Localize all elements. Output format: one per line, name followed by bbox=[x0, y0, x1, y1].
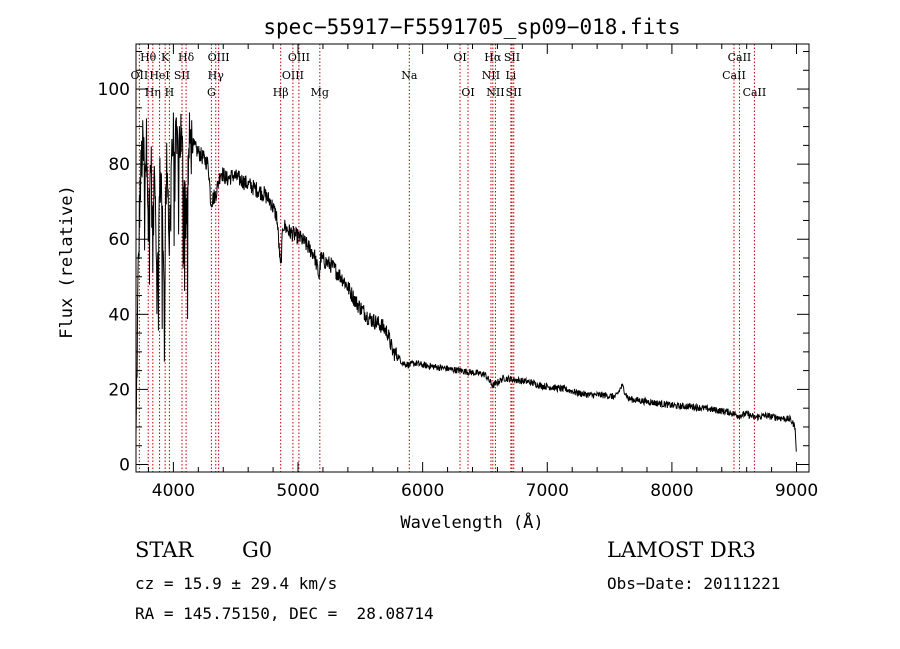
line-label: H bbox=[165, 86, 175, 99]
line-label: OII bbox=[131, 69, 149, 82]
line-label: K bbox=[161, 51, 170, 64]
line-label: OI bbox=[461, 86, 474, 99]
line-label: Hθ bbox=[140, 51, 157, 64]
line-label: OIII bbox=[288, 51, 310, 64]
x-tick-label: 8000 bbox=[650, 481, 693, 501]
y-tick-label: 20 bbox=[108, 380, 130, 400]
line-label: SII bbox=[504, 51, 520, 64]
line-label: SII bbox=[506, 86, 522, 99]
line-label: Li bbox=[505, 69, 516, 82]
x-tick-label: 6000 bbox=[401, 481, 444, 501]
chart-title: spec−55917−F5591705_sp09−018.fits bbox=[263, 15, 680, 39]
obs-date: Obs−Date: 20111221 bbox=[607, 574, 781, 593]
x-tick-label: 5000 bbox=[276, 481, 319, 501]
line-label: OI bbox=[453, 51, 466, 64]
line-label: HeI bbox=[149, 69, 169, 82]
line-label: SII bbox=[174, 69, 190, 82]
spectrum-series bbox=[135, 112, 797, 452]
line-markers bbox=[138, 44, 755, 472]
line-label: Hδ bbox=[178, 51, 195, 64]
x-tick-label: 9000 bbox=[775, 481, 818, 501]
x-axis-label: Wavelength (Å) bbox=[400, 511, 543, 533]
line-label: NII bbox=[482, 69, 500, 82]
line-label: OIII bbox=[208, 51, 230, 64]
plot-frame bbox=[135, 43, 810, 473]
line-label: Hγ bbox=[208, 69, 225, 82]
survey-name: LAMOST DR3 bbox=[607, 538, 756, 562]
y-tick-label: 80 bbox=[108, 155, 130, 175]
line-label: Na bbox=[401, 69, 418, 82]
object-subclass: G0 bbox=[242, 538, 273, 562]
y-tick-label: 100 bbox=[98, 80, 130, 100]
object-class: STAR bbox=[135, 538, 194, 562]
line-label: Hη bbox=[145, 86, 161, 99]
spectrum-line bbox=[135, 112, 797, 452]
line-labels: Hθ OII Hη HeI K SII H Hδ OIII Hγ G Hβ OIII OIII Mg Na OI… bbox=[131, 51, 767, 99]
y-tick-label: 0 bbox=[119, 455, 130, 475]
y-tick-label: 40 bbox=[108, 305, 130, 325]
x-axis: 4000 5000 6000 7000 8000 9000 bbox=[147, 44, 818, 501]
line-label: CaII bbox=[728, 51, 752, 64]
y-axis-label: Flux (relative) bbox=[57, 185, 77, 339]
x-tick-label: 4000 bbox=[152, 481, 195, 501]
line-label: Mg bbox=[311, 86, 329, 99]
y-tick-label: 60 bbox=[108, 230, 130, 250]
line-label: Hα bbox=[484, 51, 502, 64]
y-axis: 0 20 40 60 80 100 bbox=[98, 51, 809, 475]
line-label: OIII bbox=[282, 69, 304, 82]
line-label: G bbox=[207, 86, 216, 99]
line-label: Hβ bbox=[273, 86, 289, 99]
line-label: CaII bbox=[743, 86, 767, 99]
line-label: CaII bbox=[722, 69, 746, 82]
coordinates-readout: RA = 145.75150, DEC = 28.08714 bbox=[135, 604, 434, 623]
redshift-readout: cz = 15.9 ± 29.4 km/s bbox=[135, 574, 338, 593]
x-tick-label: 7000 bbox=[526, 481, 569, 501]
line-label: NII bbox=[486, 86, 504, 99]
